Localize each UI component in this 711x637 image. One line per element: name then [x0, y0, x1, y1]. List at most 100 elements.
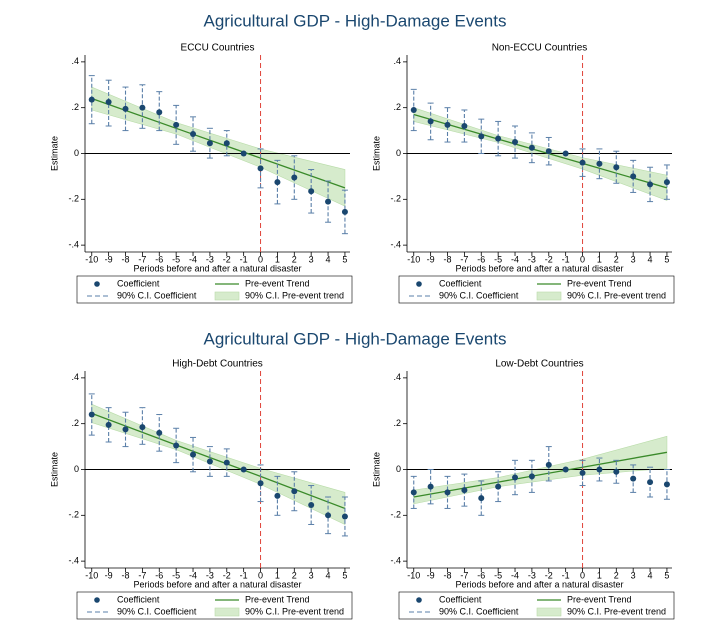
coefficient-point: [495, 135, 502, 142]
x-axis-label: Periods before and after a natural disas…: [133, 263, 301, 273]
coefficient-point: [325, 198, 332, 205]
x-axis-label: Periods before and after a natural disas…: [133, 579, 301, 589]
x-tick-label: 2: [292, 570, 297, 580]
x-axis-label: Periods before and after a natural disas…: [455, 579, 623, 589]
x-tick-label: 4: [326, 254, 331, 264]
x-tick-label: 0: [258, 254, 263, 264]
x-tick-label: -6: [477, 254, 485, 264]
coefficient-point: [173, 121, 180, 128]
x-tick-label: -1: [240, 570, 248, 580]
x-tick-label: 2: [292, 254, 297, 264]
coefficient-point: [613, 164, 620, 171]
x-tick-label: -6: [155, 254, 163, 264]
x-tick-label: -7: [460, 254, 468, 264]
coefficient-point: [545, 148, 552, 155]
coefficient-point: [105, 98, 112, 105]
legend-label: 90% C.I. Pre-event trend: [567, 606, 666, 616]
x-tick-label: 0: [580, 254, 585, 264]
y-tick-label: .2: [71, 102, 79, 112]
x-tick-label: -9: [105, 254, 113, 264]
coefficient-point: [478, 133, 485, 140]
y-tick-label: 0: [74, 148, 79, 158]
coefficient-point: [647, 479, 654, 486]
y-tick-label: .4: [393, 372, 401, 382]
legend-label: Pre-event Trend: [245, 278, 310, 288]
x-tick-label: -5: [172, 254, 180, 264]
x-tick-label: -5: [172, 570, 180, 580]
coefficient-point: [562, 150, 569, 157]
legend-box: [76, 275, 353, 304]
y-axis-label: Estimate: [371, 136, 381, 171]
coefficient-point: [647, 181, 654, 188]
y-tick-label: -.4: [68, 240, 79, 250]
trend-ci-band: [413, 107, 668, 201]
x-tick-label: 1: [597, 254, 602, 264]
x-tick-label: -1: [562, 570, 570, 580]
x-tick-label: -6: [477, 570, 485, 580]
panel-title: Non-ECCU Countries: [492, 43, 588, 54]
coefficient-point: [444, 121, 451, 128]
x-tick-label: -2: [223, 570, 231, 580]
legend-label: 90% C.I. Pre-event trend: [567, 290, 666, 300]
x-tick-label: -1: [240, 254, 248, 264]
coefficient-point: [156, 429, 163, 436]
coefficient-point: [545, 461, 552, 468]
coefficient-point: [562, 466, 569, 473]
coefficient-point: [325, 512, 332, 519]
y-tick-label: 0: [396, 148, 401, 158]
legend-label: 90% C.I. Coefficient: [117, 606, 197, 616]
x-tick-label: -10: [85, 570, 98, 580]
y-axis-label: Estimate: [371, 452, 381, 487]
x-tick-label: 4: [648, 570, 653, 580]
legend-label: Pre-event Trend: [567, 594, 632, 604]
x-tick-label: -10: [85, 254, 98, 264]
coefficient-point: [461, 123, 468, 130]
legend-label: Coefficient: [439, 594, 482, 604]
x-tick-label: 3: [309, 570, 314, 580]
panel-title: Low-Debt Countries: [495, 359, 583, 370]
x-tick-label: -6: [155, 570, 163, 580]
x-tick-label: -7: [138, 570, 146, 580]
x-tick-label: -4: [189, 570, 197, 580]
coefficient-point: [88, 411, 95, 418]
coefficient-point: [156, 109, 163, 116]
legend-box: [398, 591, 675, 620]
legend-label: 90% C.I. Pre-event trend: [245, 290, 344, 300]
y-tick-label: .4: [71, 372, 79, 382]
x-tick-label: 2: [614, 570, 619, 580]
x-tick-label: -4: [511, 254, 519, 264]
coefficient-point: [663, 179, 670, 186]
x-tick-label: -10: [407, 254, 420, 264]
x-tick-label: 0: [258, 570, 263, 580]
coefficient-point: [596, 160, 603, 167]
x-tick-label: 0: [580, 570, 585, 580]
x-tick-label: 3: [309, 254, 314, 264]
trend-line: [413, 451, 668, 498]
trend-line: [413, 113, 668, 189]
coefficient-point: [122, 105, 129, 112]
x-tick-label: -2: [223, 254, 231, 264]
coefficient-point: [596, 466, 603, 473]
y-tick-label: -.2: [390, 194, 401, 204]
legend-label: Coefficient: [117, 594, 160, 604]
legend-label: Pre-event Trend: [567, 278, 632, 288]
x-tick-label: -8: [444, 570, 452, 580]
coefficient-point: [223, 459, 230, 466]
coefficient-point: [663, 481, 670, 488]
coefficient-point: [291, 488, 298, 495]
x-tick-label: 5: [342, 570, 347, 580]
trend-ci-band: [413, 435, 668, 505]
x-tick-label: -4: [189, 254, 197, 264]
trend-ci-band: [91, 403, 346, 525]
y-tick-label: -.2: [68, 510, 79, 520]
x-tick-label: -1: [562, 254, 570, 264]
x-tick-label: 5: [342, 254, 347, 264]
coefficient-point: [139, 424, 146, 431]
legend-marker: [416, 597, 422, 603]
coefficient-point: [257, 165, 264, 172]
x-tick-label: -9: [427, 570, 435, 580]
x-tick-label: -7: [138, 254, 146, 264]
x-tick-label: -4: [511, 570, 519, 580]
y-axis-label: Estimate: [49, 136, 59, 171]
